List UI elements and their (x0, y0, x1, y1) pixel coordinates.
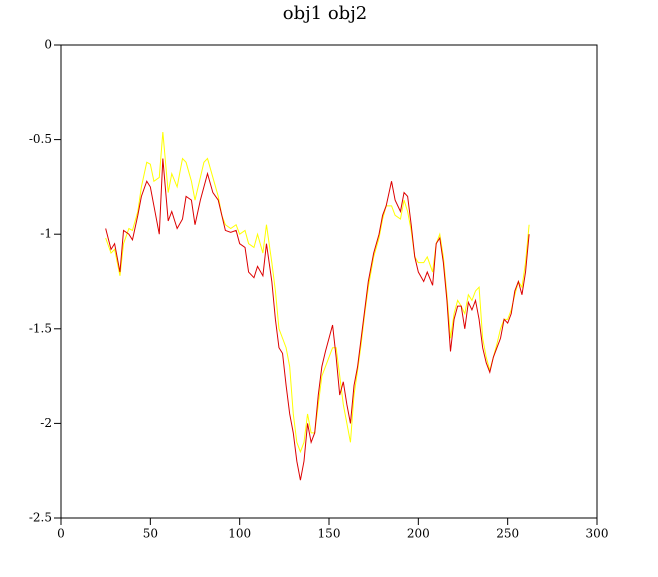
x-tick-label: 250 (496, 527, 519, 541)
series-line (105, 158, 530, 481)
chart-title: obj1 obj2 (283, 3, 368, 24)
y-tick-label: -2 (40, 416, 52, 430)
y-tick-label: -2.5 (29, 511, 52, 525)
x-tick-label: 300 (586, 527, 609, 541)
x-tick-label: 200 (407, 527, 430, 541)
y-tick-label: -1 (40, 227, 52, 241)
x-tick-label: 50 (143, 527, 158, 541)
y-tick-label: -0.5 (29, 132, 52, 146)
x-tick-label: 150 (318, 527, 341, 541)
y-tick-label: 0 (44, 38, 52, 52)
x-tick-label: 0 (57, 527, 65, 541)
plot-frame (60, 44, 598, 519)
series-line (105, 131, 530, 454)
y-tick-label: -1.5 (29, 321, 52, 335)
x-tick-label: 100 (228, 527, 251, 541)
